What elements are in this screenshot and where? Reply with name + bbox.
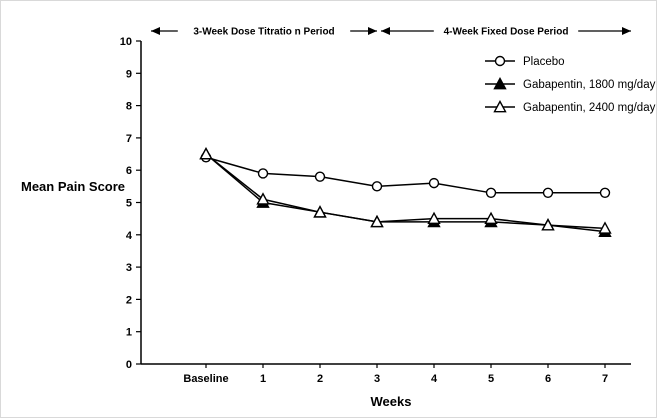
arrowhead-left-icon — [381, 27, 390, 35]
data-point-triangle — [493, 100, 507, 113]
period-annotation: 3-Week Dose Titratio n Period — [151, 23, 377, 39]
data-point-circle — [599, 187, 611, 199]
data-point-circle — [257, 168, 269, 179]
y-axis-title: Mean Pain Score — [21, 179, 126, 194]
y-tick-label: 3 — [126, 262, 132, 274]
y-tick-label: 4 — [126, 230, 133, 242]
data-point-triangle — [598, 221, 612, 234]
data-point-circle — [428, 177, 440, 189]
arrowhead-right-icon — [368, 27, 377, 35]
y-tick-label: 10 — [120, 36, 132, 48]
series-placebo — [200, 152, 611, 199]
data-point-circle — [485, 187, 497, 199]
x-tick-label: 6 — [545, 373, 551, 385]
y-tick-label: 5 — [126, 198, 132, 210]
y-tick-label: 2 — [126, 294, 132, 306]
y-tick-label: 7 — [126, 133, 132, 145]
data-point-circle — [542, 187, 554, 199]
y-axis-ticks: 0 1 2 3 4 5 6 7 8 9 10 — [120, 36, 141, 371]
x-tick-label: Baseline — [183, 373, 228, 385]
x-tick-label: 4 — [431, 373, 438, 385]
period-annotation-label: 4-Week Fixed Dose Period — [444, 27, 569, 38]
data-point-triangle — [541, 218, 555, 231]
period-annotations: 3-Week Dose Titratio n Period 4-Week Fixe… — [151, 23, 631, 39]
y-tick-label: 8 — [126, 101, 132, 113]
data-point-circle — [371, 181, 383, 192]
legend: Placebo Gabapentin, 1800 mg/day Gabapentin… — [485, 55, 656, 114]
period-annotation: 4-Week Fixed Dose Period — [381, 23, 631, 39]
series-gabapentin — [199, 147, 612, 234]
data-point-triangle — [313, 205, 327, 218]
legend-label: Gabapentin, 1800 mg/day — [523, 79, 656, 91]
y-tick-label: 1 — [126, 327, 132, 339]
data-point-triangle — [199, 147, 213, 160]
y-tick-label: 9 — [126, 68, 132, 80]
y-tick-label: 6 — [126, 165, 132, 177]
x-tick-label: 3 — [374, 373, 380, 385]
data-point-circle — [314, 171, 326, 182]
legend-label: Placebo — [523, 56, 565, 68]
x-tick-label: 5 — [488, 373, 494, 385]
data-point-circle — [494, 55, 506, 67]
period-annotation-label: 3-Week Dose Titratio n Period — [193, 27, 334, 38]
arrowhead-left-icon — [151, 27, 160, 35]
data-point-triangle — [484, 211, 498, 225]
data-point-triangle — [256, 192, 270, 205]
legend-label: Gabapentin, 2400 mg/day — [523, 102, 656, 114]
legend-item: Gabapentin, 2400 mg/day — [485, 100, 656, 114]
x-tick-label: 7 — [602, 373, 608, 385]
x-tick-label: 2 — [317, 373, 323, 385]
arrowhead-right-icon — [622, 27, 631, 35]
legend-item: Placebo — [485, 55, 565, 68]
data-point-triangle — [493, 77, 507, 90]
y-tick-label: 0 — [126, 359, 132, 371]
legend-item: Gabapentin, 1800 mg/day — [485, 77, 656, 91]
data-point-triangle — [427, 211, 441, 225]
x-axis-title-wrap: Weeks — [1, 394, 656, 409]
data-point-triangle — [370, 214, 384, 228]
x-axis-ticks: Baseline 1 2 3 4 5 6 7 — [183, 364, 608, 385]
x-axis-title: Weeks — [370, 394, 412, 409]
x-tick-label: 1 — [260, 373, 266, 385]
